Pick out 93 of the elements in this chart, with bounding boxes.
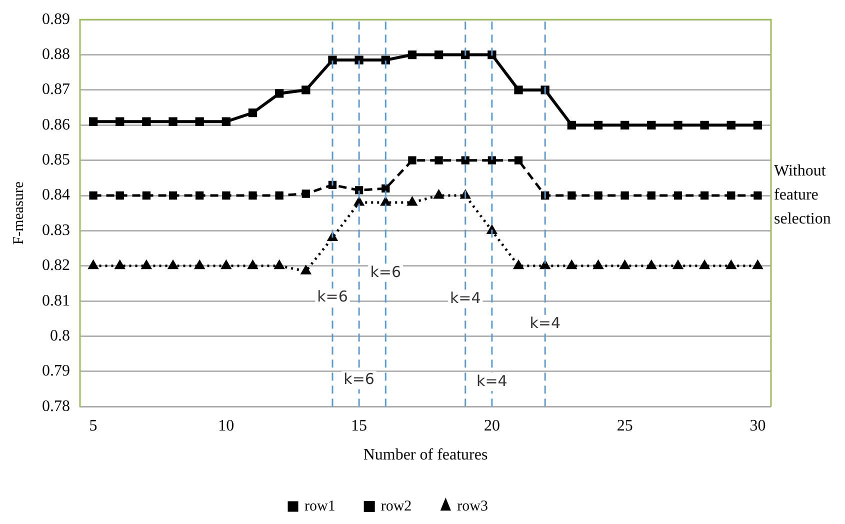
y-tick-label: 0.82	[42, 257, 70, 274]
point	[221, 260, 231, 270]
point	[301, 266, 311, 274]
point	[88, 117, 98, 126]
y-tick-label: 0.8	[50, 327, 70, 344]
point	[514, 156, 523, 164]
point	[754, 191, 762, 200]
annotation: k=6	[344, 370, 374, 388]
point	[700, 260, 710, 270]
annotation: k=6	[317, 287, 348, 306]
y-tick-label: 0.86	[42, 116, 70, 134]
point	[115, 260, 125, 270]
x-tick-label: 15	[351, 417, 368, 434]
point	[89, 191, 98, 200]
point	[753, 120, 762, 130]
point	[275, 191, 284, 200]
point	[88, 260, 98, 270]
x-tick-label: 25	[616, 417, 633, 434]
point	[302, 190, 310, 198]
point	[408, 50, 417, 60]
point	[274, 260, 284, 270]
point	[142, 117, 151, 126]
point	[674, 120, 682, 130]
point	[620, 120, 630, 130]
point	[380, 197, 390, 206]
point	[382, 184, 390, 193]
point	[354, 197, 364, 206]
point	[620, 260, 630, 270]
annotation: k=6	[370, 262, 402, 281]
point	[222, 117, 230, 126]
point	[434, 190, 444, 199]
y-tick-label: 0.87	[42, 81, 70, 98]
y-tick-label: 0.79	[42, 362, 70, 380]
point	[674, 191, 682, 200]
point	[488, 156, 496, 164]
point	[116, 117, 124, 126]
point	[700, 120, 709, 130]
point	[196, 191, 204, 200]
point	[168, 117, 178, 126]
point	[647, 191, 656, 200]
point	[673, 260, 683, 270]
annotation: Without feature selection	[774, 162, 831, 228]
y-tick-label: 0.83	[42, 222, 70, 239]
legend-label: row2	[380, 498, 412, 514]
point	[195, 117, 204, 126]
y-axis-title: F-measure	[10, 181, 27, 245]
legend-label: row3	[457, 498, 488, 514]
point	[142, 260, 152, 270]
x-tick-label: 10	[218, 417, 234, 434]
point	[514, 260, 524, 270]
point	[727, 191, 736, 200]
point	[168, 191, 178, 200]
annotation: k=4	[530, 314, 560, 332]
point	[194, 260, 204, 270]
point	[461, 156, 470, 164]
x-tick-label: 20	[484, 417, 500, 434]
annotation: k=4	[450, 289, 481, 308]
point	[594, 120, 603, 130]
x-tick-label: 5	[89, 417, 98, 434]
point	[540, 260, 550, 270]
y-tick-label: 0.89	[42, 10, 70, 28]
point	[566, 260, 576, 270]
point	[142, 191, 151, 200]
point	[620, 191, 629, 200]
point	[275, 89, 284, 98]
y-tick-label: 0.81	[42, 292, 70, 310]
y-tick-label: 0.88	[42, 46, 70, 63]
point	[168, 260, 178, 270]
point	[567, 120, 576, 130]
point	[514, 86, 523, 94]
point	[646, 260, 656, 270]
y-tick-label: 0.78	[42, 398, 70, 415]
point	[408, 197, 417, 206]
point	[434, 156, 443, 164]
y-tick-label: 0.84	[42, 186, 70, 204]
point	[248, 191, 257, 200]
point	[408, 156, 416, 164]
point	[222, 191, 230, 200]
point	[726, 120, 736, 130]
point	[700, 191, 709, 200]
annotation: k=4	[476, 372, 508, 390]
point	[116, 191, 124, 200]
legend-label: row1	[304, 498, 336, 514]
point	[248, 108, 258, 118]
point	[594, 191, 602, 200]
x-tick-label: 30	[750, 417, 766, 434]
point	[726, 260, 736, 270]
x-axis-title: Number of features	[363, 446, 488, 464]
point	[647, 120, 656, 130]
point	[434, 50, 444, 60]
point	[568, 191, 576, 200]
point	[302, 86, 310, 94]
y-tick-label: 0.85	[42, 152, 70, 169]
